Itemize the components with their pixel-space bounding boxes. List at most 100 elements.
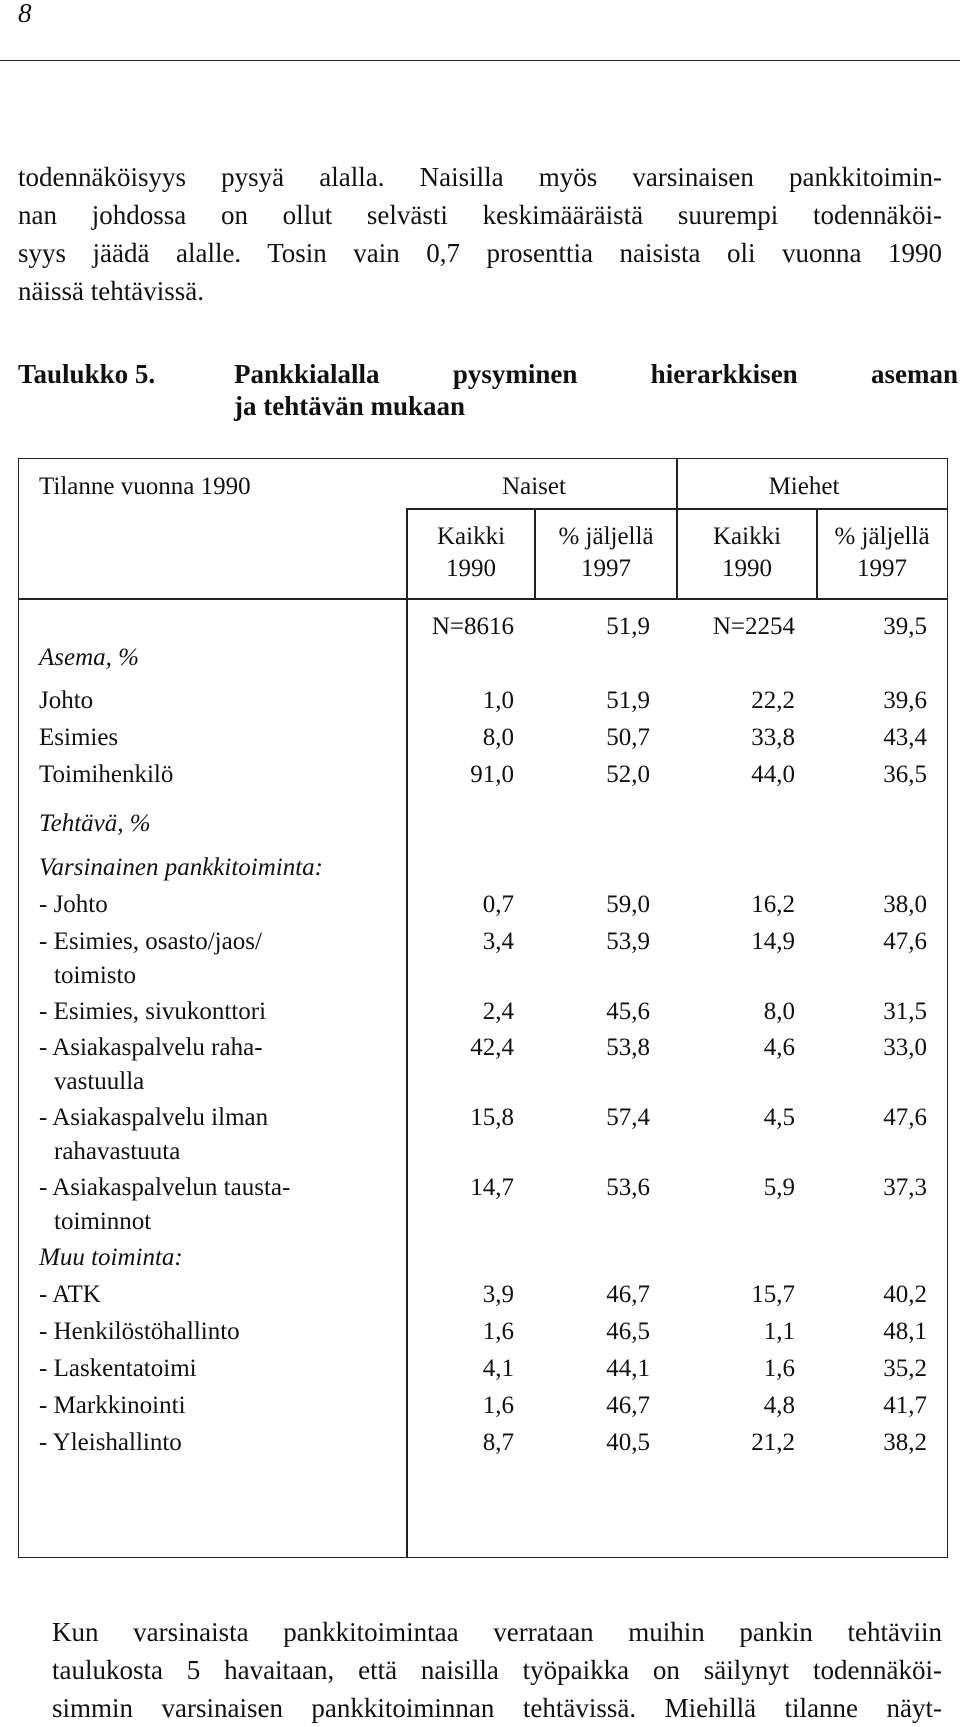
n-pct-miehet: 39,5 <box>883 613 927 640</box>
table-cell: 46,7 <box>606 1392 650 1419</box>
table-cell: 40,5 <box>606 1429 650 1456</box>
table-cell: 39,6 <box>883 687 927 714</box>
table-cell: 38,0 <box>883 891 927 918</box>
outro-line: Kun varsinaista pankkitoimintaa verrataa… <box>52 1617 942 1647</box>
outro-line: simmin varsinaisen pankkitoiminnan tehtä… <box>52 1693 942 1723</box>
table-cell: 44,1 <box>606 1355 650 1382</box>
row-label: - Asiakaspalvelu ilman <box>39 1104 269 1131</box>
subheader-text: 1997 <box>581 555 631 582</box>
table-cell: 47,6 <box>883 928 927 955</box>
intro-paragraph: todennäköisyys pysyä alalla. Naisilla my… <box>18 158 942 310</box>
table-cell: 46,5 <box>606 1318 650 1345</box>
table-cell: 5,9 <box>763 1174 795 1201</box>
table-cell: 42,4 <box>470 1034 514 1061</box>
row-label: - Asiakaspalvelun tausta- <box>39 1174 291 1201</box>
table-cell: 15,7 <box>751 1281 795 1308</box>
subheader-text: 1990 <box>722 555 772 582</box>
intro-line: syys jäädä alalle. Tosin vain 0,7 prosen… <box>18 238 942 268</box>
subheader-text: Kaikki <box>436 523 506 550</box>
row-label-continuation: rahavastuuta <box>54 1138 181 1165</box>
table-cell: 33,0 <box>883 1034 927 1061</box>
table-cell: 33,8 <box>751 724 795 751</box>
table-cell: 1,6 <box>482 1318 514 1345</box>
table-cell: 1,1 <box>763 1318 795 1345</box>
header-bottom-rule <box>19 598 947 600</box>
table-cell: 22,2 <box>751 687 795 714</box>
data-table: Tilanne vuonna 1990 Naiset Miehet Kaikki… <box>18 458 948 1558</box>
group-header-naiset: Naiset <box>502 473 566 500</box>
column-line <box>534 508 536 599</box>
table-cell: 57,4 <box>606 1104 650 1131</box>
table-cell: 45,6 <box>606 998 650 1025</box>
table-cell: 41,7 <box>883 1392 927 1419</box>
table-cell: 53,6 <box>606 1174 650 1201</box>
table-cell: 47,6 <box>883 1104 927 1131</box>
table-cell: 0,7 <box>482 891 514 918</box>
table-cell: 1,6 <box>482 1392 514 1419</box>
table-cell: 46,7 <box>606 1281 650 1308</box>
outro-line: taulukosta 5 havaitaan, että naisilla ty… <box>52 1655 942 1685</box>
table-cell: 8,0 <box>482 724 514 751</box>
table-caption-label: Taulukko 5. <box>18 359 156 389</box>
intro-line: nan johdossa on ollut selvästi keskimäär… <box>18 200 942 230</box>
subheader-text: 1990 <box>446 555 496 582</box>
table-cell: 21,2 <box>751 1429 795 1456</box>
row-label-continuation: vastuulla <box>54 1068 145 1095</box>
table-cell: 8,0 <box>763 998 795 1025</box>
table-cell: 44,0 <box>751 761 795 788</box>
row-label: - Esimies, osasto/jaos/ <box>39 928 262 955</box>
row-label: Asema, % <box>39 644 139 671</box>
subheader-miehet-kaikki: Kaikki 1990 <box>677 521 817 585</box>
corner-header: Tilanne vuonna 1990 <box>39 473 251 500</box>
column-line <box>676 459 678 599</box>
row-label: Toimihenkilö <box>39 761 174 788</box>
table-cell: 38,2 <box>883 1429 927 1456</box>
table-cell: 14,7 <box>470 1174 514 1201</box>
subheader-naiset-kaikki: Kaikki 1990 <box>407 521 535 585</box>
subheader-text: % jäljellä <box>558 523 654 550</box>
table-cell: 4,5 <box>763 1104 795 1131</box>
row-label: - Yleishallinto <box>39 1429 182 1456</box>
table-cell: 4,6 <box>763 1034 795 1061</box>
intro-line: todennäköisyys pysyä alalla. Naisilla my… <box>18 162 942 192</box>
table-cell: 52,0 <box>606 761 650 788</box>
row-label: Johto <box>39 687 94 714</box>
group-header-miehet: Miehet <box>768 473 840 500</box>
table-cell: 37,3 <box>883 1174 927 1201</box>
table-cell: 53,8 <box>606 1034 650 1061</box>
table-cell: 1,0 <box>482 687 514 714</box>
row-label-continuation: toimisto <box>54 962 136 989</box>
table-cell: 91,0 <box>470 761 514 788</box>
row-label: - Laskentatoimi <box>39 1355 197 1382</box>
outro-paragraph: Kun varsinaista pankkitoimintaa verrataa… <box>18 1613 942 1727</box>
table-cell: 4,1 <box>482 1355 514 1382</box>
subheader-miehet-jaljella: % jäljellä 1997 <box>817 521 947 585</box>
row-label: - Markkinointi <box>39 1392 186 1419</box>
table-cell: 59,0 <box>606 891 650 918</box>
table-cell: 8,7 <box>482 1429 514 1456</box>
table-cell: 51,9 <box>606 687 650 714</box>
table-cell: 31,5 <box>883 998 927 1025</box>
table-caption-line: Pankkialalla pysyminen hierarkkisen asem… <box>234 359 958 389</box>
subheader-text: Kaikki <box>712 523 782 550</box>
n-count-miehet: N=2254 <box>712 613 795 640</box>
row-label: - ATK <box>39 1281 101 1308</box>
table-cell: 35,2 <box>883 1355 927 1382</box>
subheader-text: 1997 <box>857 555 907 582</box>
table-caption-text: Pankkialalla pysyminen hierarkkisen asem… <box>234 358 958 422</box>
column-line <box>816 508 818 599</box>
row-label: - Asiakaspalvelu raha- <box>39 1034 263 1061</box>
table-cell: 3,9 <box>482 1281 514 1308</box>
table-cell: 50,7 <box>606 724 650 751</box>
subheader-text: % jäljellä <box>834 523 930 550</box>
table-caption-line: ja tehtävän mukaan <box>234 391 466 421</box>
row-label-continuation: toiminnot <box>54 1208 152 1235</box>
row-label: Varsinainen pankkitoiminta: <box>39 854 323 881</box>
n-pct-naiset: 51,9 <box>606 613 650 640</box>
table-cell: 4,8 <box>763 1392 795 1419</box>
row-label: - Henkilöstöhallinto <box>39 1318 240 1345</box>
n-count-naiset: N=8616 <box>431 613 514 640</box>
header-rule <box>0 60 960 61</box>
table-cell: 14,9 <box>751 928 795 955</box>
table-cell: 3,4 <box>482 928 514 955</box>
